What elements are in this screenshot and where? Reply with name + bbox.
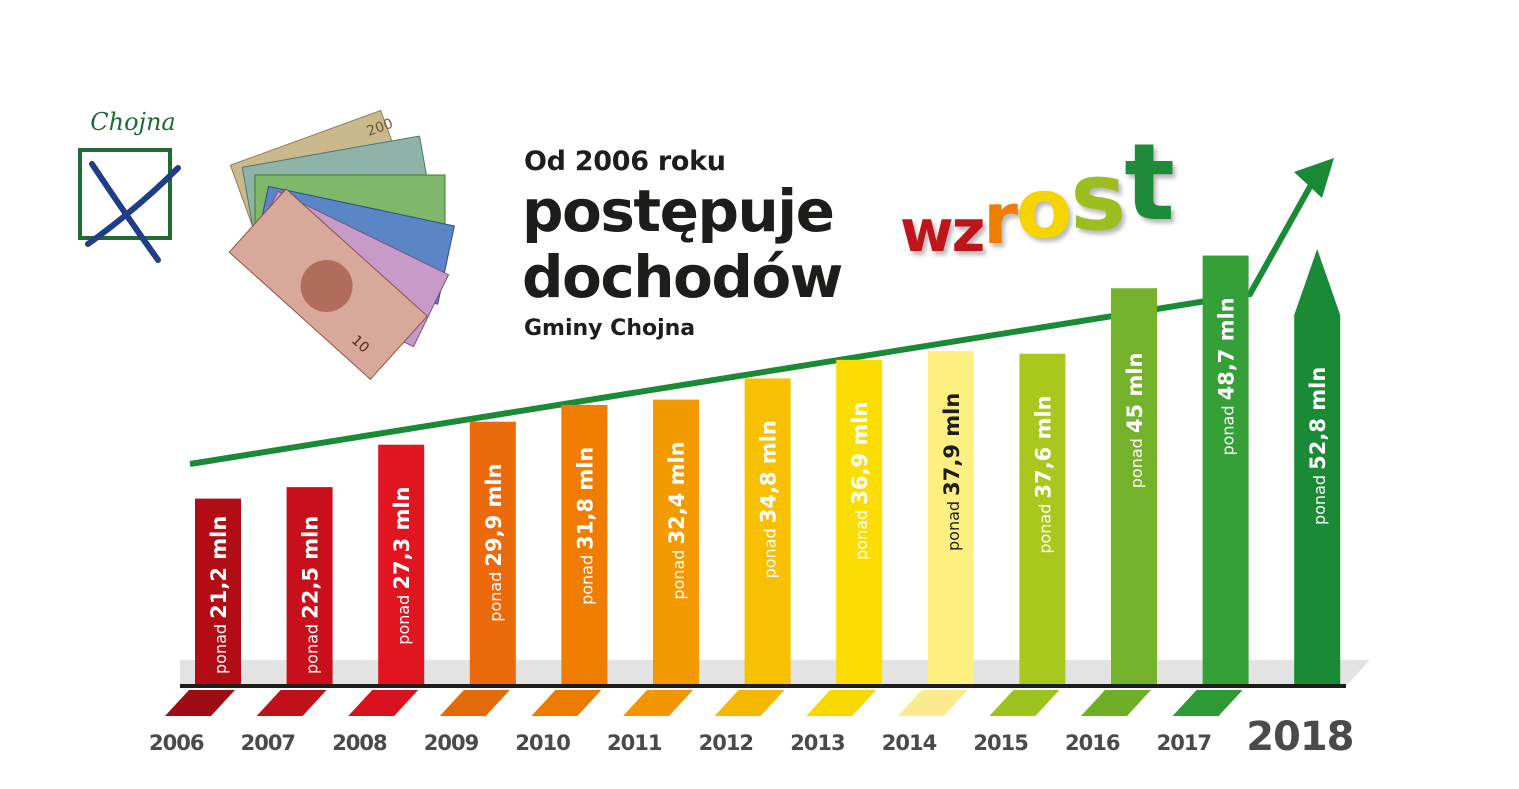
- bar-value-label: ponad 29,9 mln: [482, 463, 506, 621]
- trend-arrowhead: [1294, 158, 1334, 198]
- year-label: 2016: [1065, 731, 1120, 755]
- heading-line1: Od 2006 roku: [524, 146, 726, 177]
- banknotes-illustration: 200 100 50 20 10: [228, 110, 455, 381]
- value-prefix: ponad: [1127, 433, 1146, 488]
- heading-line3: dochodów: [522, 243, 843, 311]
- year-label: 2014: [882, 731, 937, 755]
- bar: [836, 359, 883, 686]
- value-prefix: ponad: [1310, 470, 1329, 525]
- year-base-tile: [348, 690, 419, 716]
- logo-mark-icon: [78, 148, 181, 263]
- highlight-letter: t: [1124, 121, 1175, 244]
- year-base-tile: [989, 690, 1060, 716]
- bar-value-label: ponad 45 mln: [1123, 353, 1147, 489]
- value-amount: 52,8 mln: [1306, 367, 1330, 470]
- year-label: 2015: [973, 731, 1028, 755]
- bar-value-label: ponad 32,4 mln: [665, 441, 689, 599]
- value-amount: 31,8 mln: [573, 447, 597, 550]
- bar-value-label: ponad 36,9 mln: [848, 402, 872, 560]
- year-base-tile: [531, 690, 602, 716]
- value-prefix: ponad: [1035, 499, 1054, 554]
- value-amount: 36,9 mln: [848, 402, 872, 505]
- value-prefix: ponad: [394, 590, 413, 645]
- bar: [744, 378, 791, 686]
- heading-line4: Gminy Chojna: [524, 316, 696, 341]
- value-prefix: ponad: [1219, 400, 1238, 455]
- bar-value-label: ponad 34,8 mln: [757, 420, 781, 578]
- highlight-letter: w: [900, 197, 954, 265]
- value-prefix: ponad: [303, 619, 322, 674]
- trend-line: [189, 174, 1319, 467]
- value-prefix: ponad: [486, 567, 505, 622]
- value-amount: 21,2 mln: [207, 516, 231, 619]
- bar-value-label: ponad 37,9 mln: [940, 393, 964, 551]
- year-base-tile: [256, 690, 327, 716]
- bar: [195, 498, 241, 686]
- value-amount: 34,8 mln: [757, 420, 781, 523]
- value-prefix: ponad: [852, 505, 871, 560]
- bar: [286, 487, 333, 686]
- value-amount: 32,4 mln: [665, 441, 689, 544]
- bar-value-label: ponad 52,8 mln: [1306, 367, 1330, 525]
- highlight-letter: o: [1015, 162, 1072, 257]
- year-base-tile: [897, 690, 968, 716]
- bar-value-label: ponad 48,7 mln: [1215, 297, 1239, 455]
- year-label: 2008: [332, 731, 387, 755]
- value-amount: 29,9 mln: [482, 463, 506, 566]
- value-prefix: ponad: [211, 619, 230, 674]
- heading-highlight-word: wzrost: [900, 130, 1175, 261]
- bar-value-label: ponad 22,5 mln: [299, 516, 323, 674]
- bar: [469, 421, 516, 686]
- bar: [927, 351, 974, 686]
- value-prefix: ponad: [761, 523, 780, 578]
- bar-value-label: ponad 31,8 mln: [573, 447, 597, 605]
- highlight-letter: r: [983, 178, 1018, 260]
- bar: [1111, 288, 1157, 686]
- value-prefix: ponad: [944, 496, 963, 551]
- bar: [378, 444, 425, 686]
- year-base-tile: [1172, 690, 1243, 716]
- year-label: 2012: [699, 731, 753, 755]
- bar-value-label: ponad 21,2 mln: [207, 516, 231, 674]
- chojna-logo: Chojna: [78, 108, 188, 268]
- year-base-tile: [165, 690, 235, 716]
- value-amount: 27,3 mln: [390, 486, 414, 589]
- year-label: 2010: [515, 731, 570, 755]
- value-amount: 37,6 mln: [1031, 395, 1055, 498]
- year-label: 2009: [424, 731, 479, 755]
- value-prefix: ponad: [577, 550, 596, 605]
- value-amount: 37,9 mln: [940, 393, 964, 496]
- year-label: 2011: [607, 731, 662, 755]
- bar-2018-arrow: [1294, 249, 1341, 686]
- bar: [1202, 255, 1249, 686]
- year-label: 2017: [1157, 731, 1211, 755]
- logo-text: Chojna: [90, 108, 176, 136]
- year-base-tile: [439, 690, 510, 716]
- year-label: 2006: [149, 731, 204, 755]
- year-base-tile: [1081, 690, 1151, 716]
- year-base-tile: [806, 690, 877, 716]
- highlight-letter: z: [951, 197, 986, 265]
- year-base-tile: [623, 690, 693, 716]
- value-amount: 22,5 mln: [299, 516, 323, 619]
- bar: [653, 399, 699, 686]
- value-amount: 45 mln: [1123, 353, 1147, 434]
- value-prefix: ponad: [669, 544, 688, 599]
- year-base-tile: [714, 690, 785, 716]
- year-label: 2018: [1246, 714, 1353, 760]
- year-label: 2007: [241, 731, 295, 755]
- bar-value-label: ponad 27,3 mln: [390, 486, 414, 644]
- year-label: 2013: [790, 731, 844, 755]
- highlight-letter: s: [1070, 143, 1126, 252]
- bar: [561, 404, 608, 686]
- bar: [1019, 353, 1066, 686]
- value-amount: 48,7 mln: [1215, 297, 1239, 400]
- heading-line2: postępuje: [522, 177, 835, 245]
- bar-value-label: ponad 37,6 mln: [1031, 395, 1055, 553]
